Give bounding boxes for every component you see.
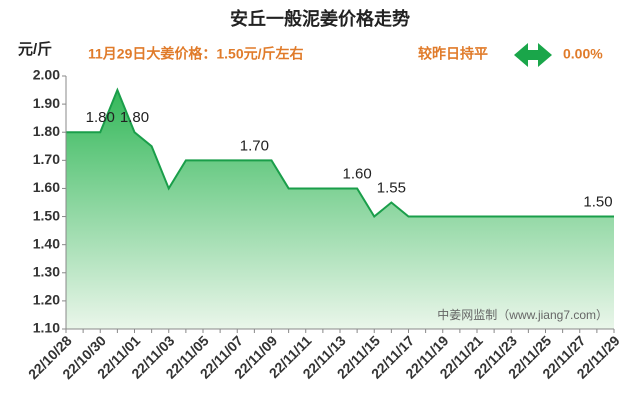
flat-arrow-icon bbox=[514, 43, 552, 67]
y-tick-label: 1.70 bbox=[33, 151, 60, 167]
data-label: 1.70 bbox=[240, 137, 269, 154]
y-tick-label: 1.90 bbox=[33, 95, 60, 111]
area-fill bbox=[66, 90, 614, 329]
y-unit: 元/斤 bbox=[18, 41, 52, 58]
data-label: 1.60 bbox=[343, 165, 372, 182]
data-label: 1.55 bbox=[377, 179, 406, 196]
change-value: 0.00% bbox=[563, 46, 603, 62]
y-tick-label: 2.00 bbox=[33, 67, 60, 83]
y-tick-label: 1.30 bbox=[33, 263, 60, 279]
y-tick-label: 1.40 bbox=[33, 235, 60, 251]
change-label: 较昨日持平 bbox=[418, 46, 488, 62]
y-tick-label: 1.80 bbox=[33, 123, 60, 139]
watermark: 中姜网监制（www.jiang7.com） bbox=[437, 307, 608, 322]
line bbox=[66, 87, 614, 219]
y-tick-label: 1.60 bbox=[33, 179, 60, 195]
y-tick-label: 1.10 bbox=[33, 320, 60, 336]
data-label: 1.50 bbox=[583, 194, 612, 211]
chart-title: 安丘一般泥姜价格走势 bbox=[230, 8, 410, 29]
data-label: 1.80 bbox=[86, 109, 115, 126]
annotation: 11月29日大姜价格：1.50元/斤左右 bbox=[88, 46, 304, 62]
data-label: 1.80 bbox=[120, 109, 149, 126]
y-tick-label: 1.50 bbox=[33, 207, 60, 223]
y-tick-label: 1.20 bbox=[33, 292, 60, 308]
